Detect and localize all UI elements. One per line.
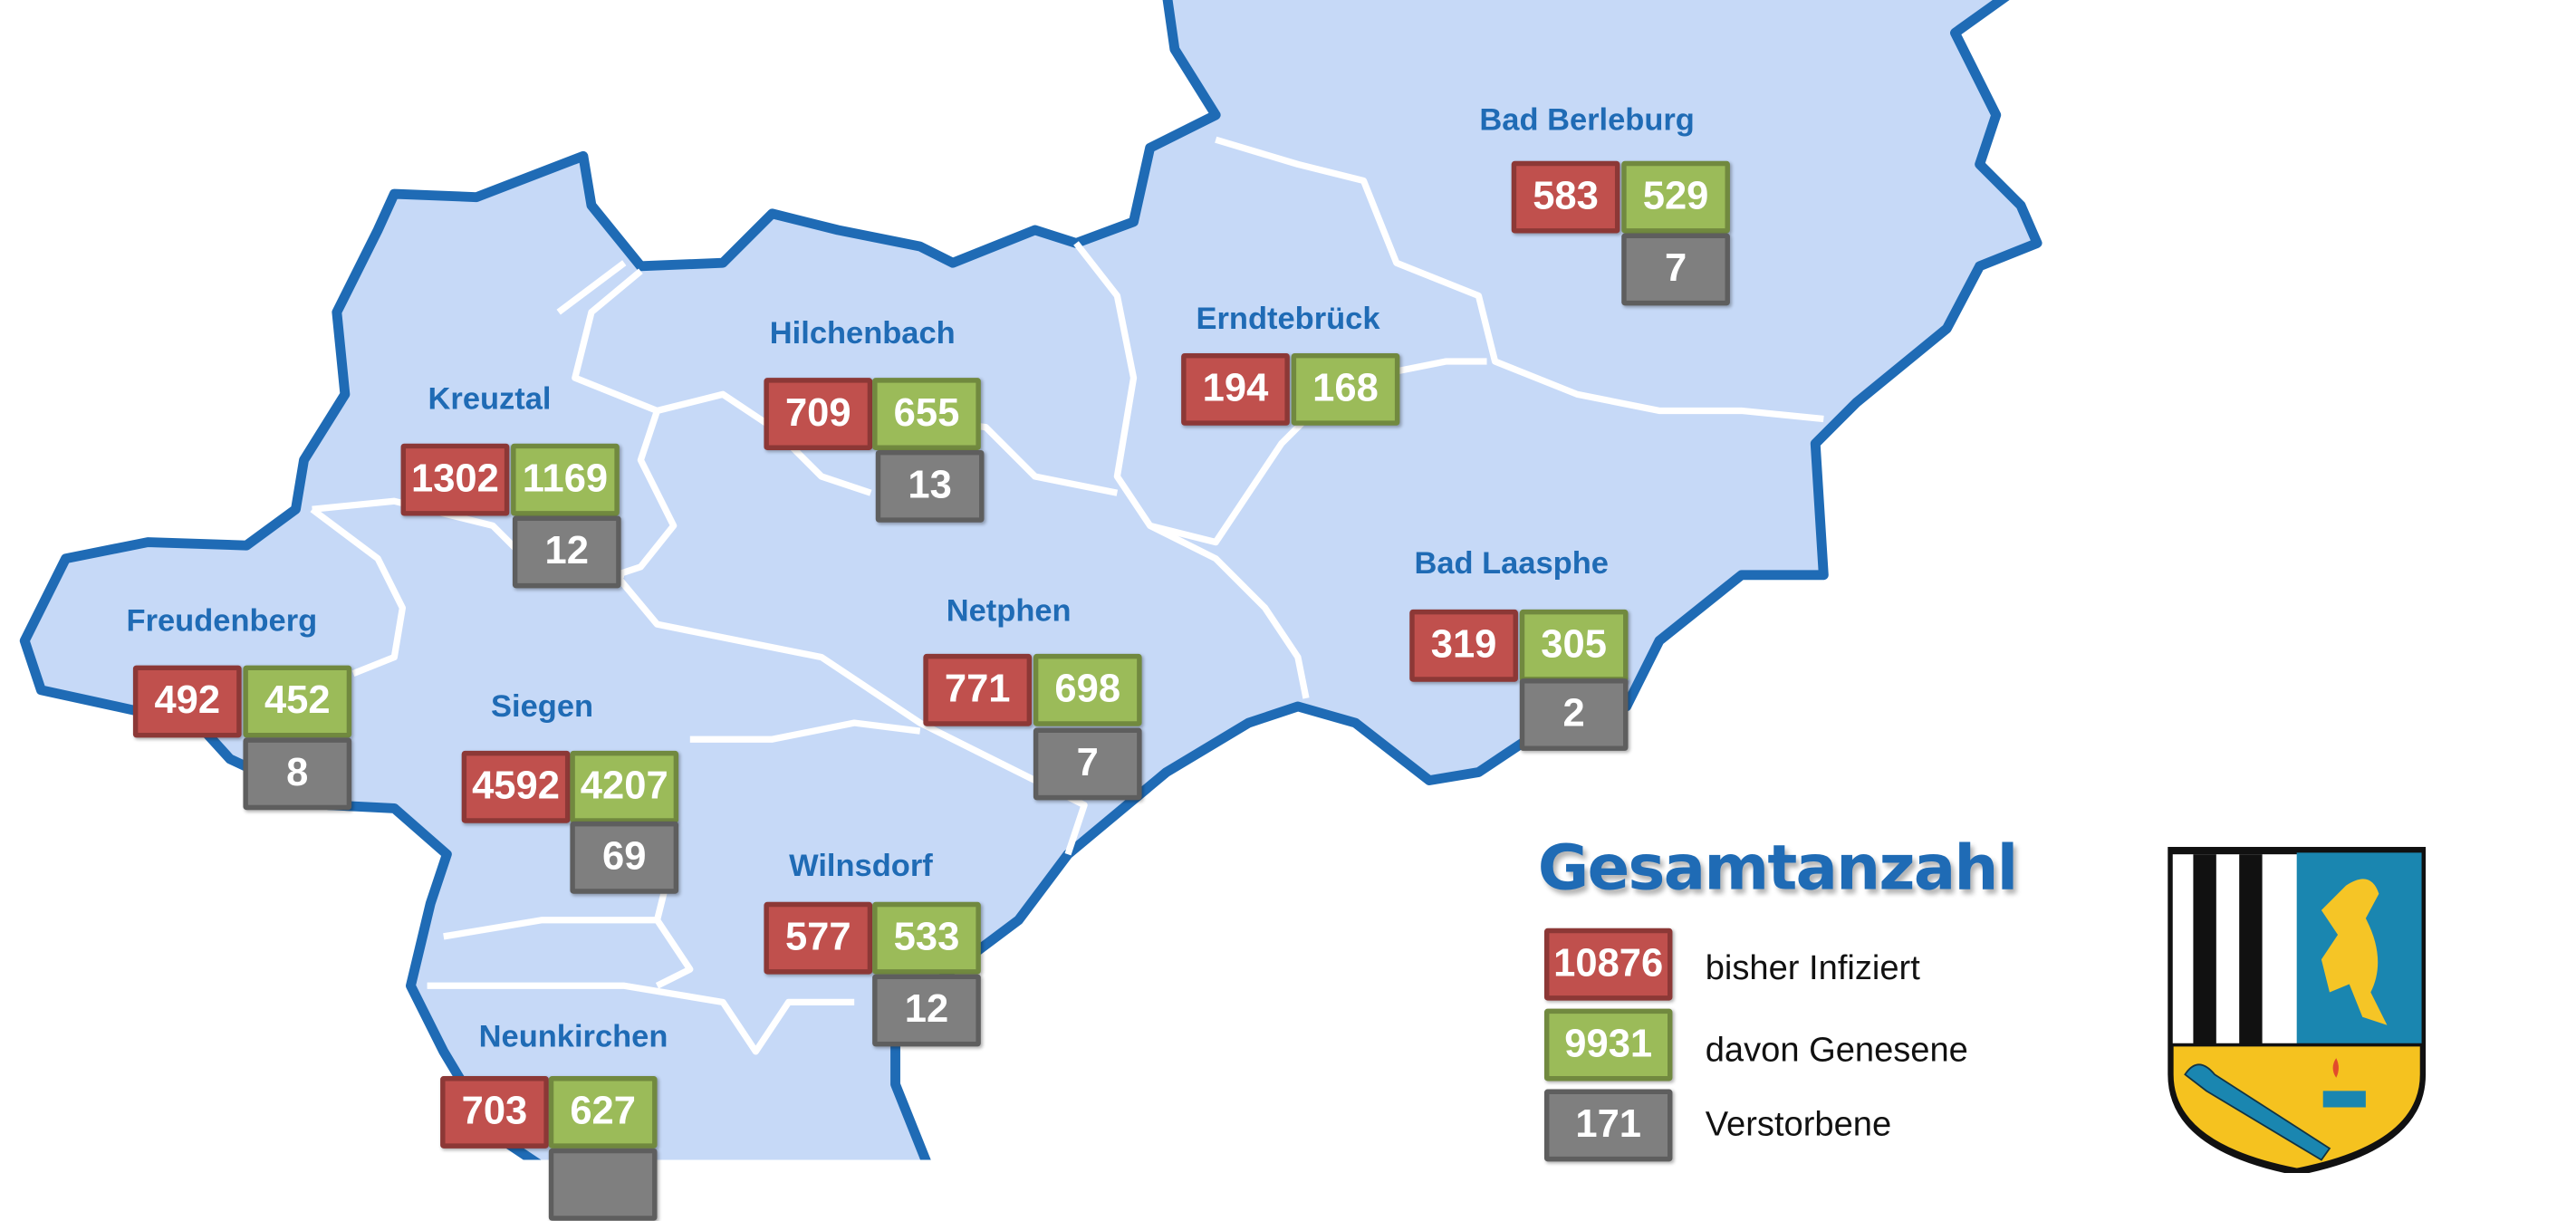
deceased-count: 8: [243, 737, 352, 811]
legend-title: Gesamtanzahl: [1537, 831, 2019, 904]
map-stage: Bad Berleburg 583 529 7 Erndtebrück 194 …: [19, 0, 2427, 1221]
deceased-count: 69: [570, 821, 679, 894]
legend-recovered-total: 9931: [1543, 1008, 1673, 1082]
district-outline: [19, 0, 2043, 1160]
recovered-count: 655: [872, 378, 981, 450]
infected-count: 1302: [400, 443, 510, 516]
infected-count: 4592: [461, 750, 571, 823]
infected-count: 771: [923, 653, 1033, 726]
recovered-count: 452: [243, 665, 352, 738]
recovered-count: 4207: [570, 750, 679, 823]
region-name: Bad Laasphe: [1414, 546, 1609, 582]
region-name: Wilnsdorf: [789, 849, 933, 884]
recovered-count: 533: [872, 901, 981, 975]
legend-deceased-total: 171: [1543, 1089, 1673, 1162]
region-name: Hilchenbach: [769, 317, 956, 352]
legend-deceased-label: Verstorbene: [1705, 1105, 1892, 1144]
deceased-count: 2: [1519, 678, 1629, 751]
region-name: Neunkirchen: [478, 1020, 668, 1055]
infected-count: 492: [132, 665, 242, 738]
recovered-count: 698: [1033, 653, 1142, 726]
recovered-count: 168: [1291, 352, 1400, 426]
deceased-count: 12: [512, 515, 621, 589]
recovered-count: 627: [548, 1076, 658, 1149]
region-name: Bad Berleburg: [1479, 103, 1695, 139]
infected-count: 583: [1511, 160, 1620, 234]
deceased-count: 13: [875, 449, 985, 523]
legend-infected-total: 10876: [1543, 928, 1673, 1001]
infected-count: 194: [1181, 352, 1290, 426]
region-name: Kreuztal: [428, 382, 552, 418]
infected-count: 319: [1409, 609, 1518, 682]
region-name: Siegen: [491, 689, 594, 725]
infected-count: 577: [764, 901, 873, 975]
region-name: Freudenberg: [126, 604, 318, 639]
infected-count: 709: [764, 378, 873, 450]
legend-recovered-label: davon Genesene: [1705, 1032, 1968, 1070]
recovered-count: 529: [1621, 160, 1730, 234]
legend-infected-label: bisher Infiziert: [1705, 949, 1920, 988]
region-name: Netphen: [946, 594, 1072, 630]
recovered-count: 305: [1519, 609, 1629, 682]
recovered-count: 1169: [511, 443, 620, 516]
deceased-count: 12: [872, 974, 981, 1047]
infected-count: 703: [440, 1076, 549, 1149]
deceased-count: 7: [1033, 727, 1142, 801]
deceased-count: 7: [1621, 233, 1730, 306]
coat-of-arms-icon: [2167, 847, 2427, 1174]
region-name: Erndtebrück: [1196, 302, 1380, 337]
